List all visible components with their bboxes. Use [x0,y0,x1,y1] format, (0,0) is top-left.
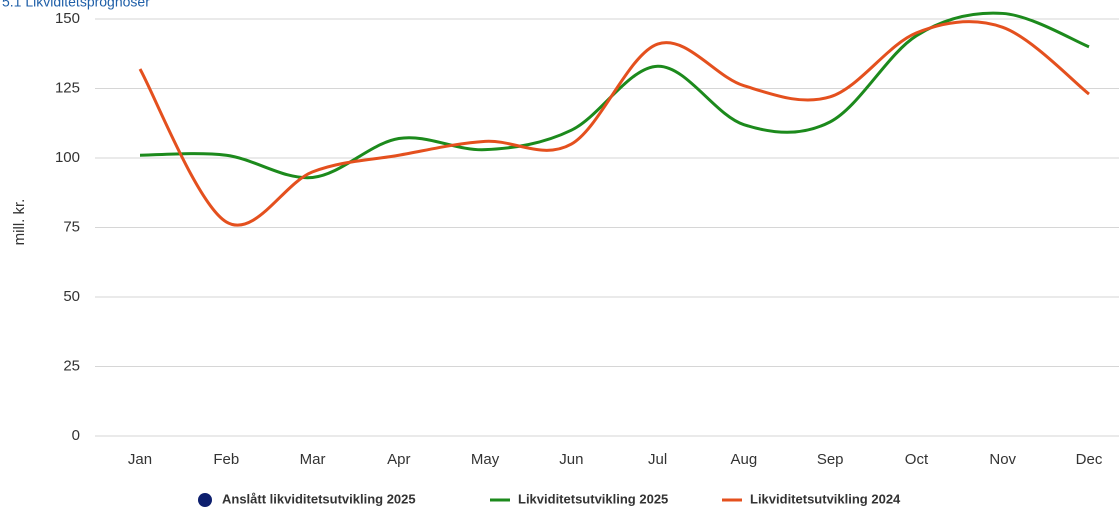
x-tick-label: Jun [559,451,583,468]
x-tick-label: Sep [817,451,844,468]
y-tick-label: 0 [72,427,80,444]
x-tick-label: Nov [989,451,1016,468]
series-line [138,20,1090,227]
y-tick-label: 125 [55,79,80,96]
legend-label: Likviditetsutvikling 2025 [518,491,668,506]
legend-label: Anslått likviditetsutvikling 2025 [222,491,416,506]
x-tick-label: Apr [387,451,410,468]
x-tick-label: Feb [213,451,239,468]
legend-marker [722,498,742,502]
chart-title: 5.1 Likviditetsprognoser [2,0,150,10]
x-tick-label: Jan [128,451,152,468]
x-tick-label: Aug [731,451,758,468]
y-tick-label: 150 [55,10,80,27]
x-tick-label: Dec [1076,451,1103,468]
y-tick-label: 100 [55,149,80,166]
legend-marker [198,493,212,507]
x-tick-label: Jul [648,451,667,468]
x-tick-label: Oct [905,451,929,468]
y-axis-label: mill. kr. [11,199,28,246]
series-line [139,11,1090,180]
y-tick-label: 25 [63,357,80,374]
y-tick-label: 50 [63,288,80,305]
y-tick-label: 75 [63,218,80,235]
x-tick-label: Mar [300,451,326,468]
legend-label: Likviditetsutvikling 2024 [750,491,901,506]
x-tick-label: May [471,451,500,468]
legend-marker [490,498,510,502]
